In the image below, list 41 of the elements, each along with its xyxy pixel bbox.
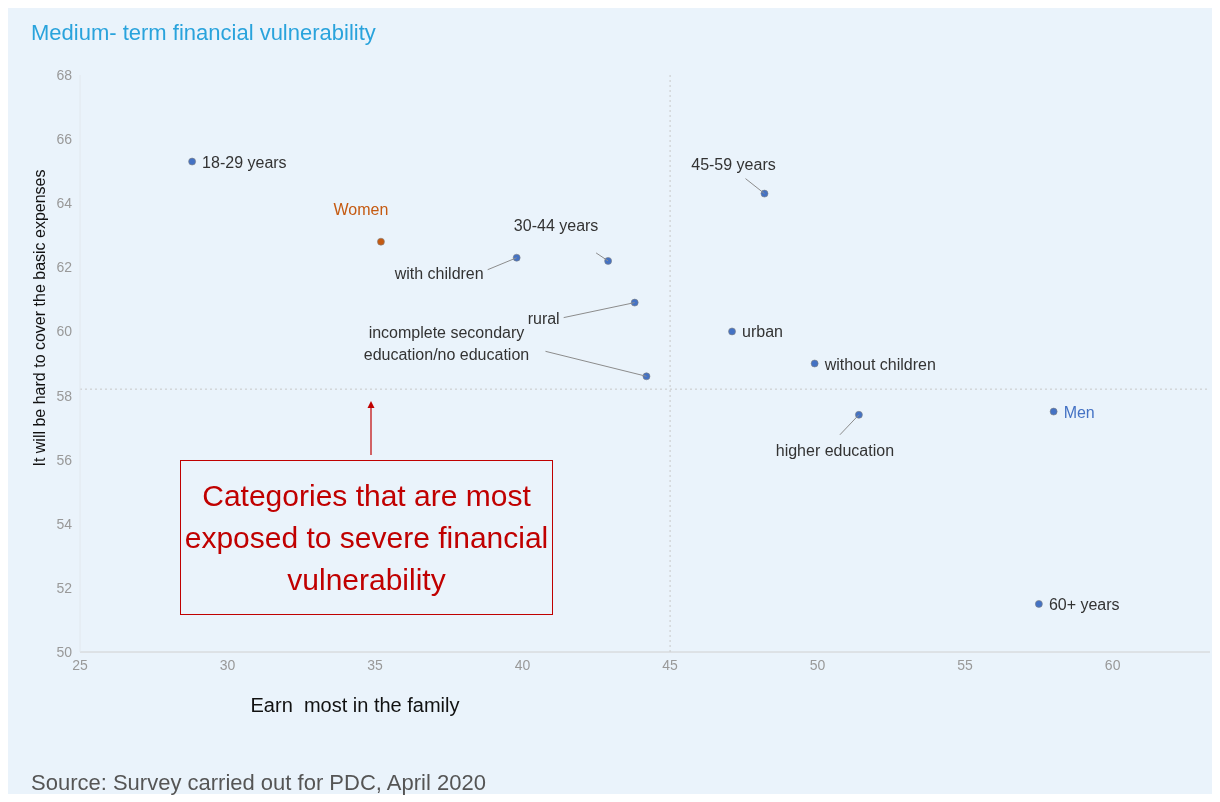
- annotation: incomplete secondary education/no education: [363, 324, 530, 364]
- y-tick-label: 58: [56, 387, 73, 404]
- y-tick-label: 68: [56, 66, 73, 83]
- annotation: 18-29 years: [202, 153, 287, 171]
- annotation: 45-59 years: [691, 155, 776, 173]
- point: [728, 327, 736, 336]
- annotation: 30-44 years: [513, 216, 599, 234]
- x-tick-label: 45: [662, 656, 679, 673]
- x-tick-label: 55: [957, 656, 974, 673]
- annotation: Men: [1063, 403, 1095, 421]
- chart-title: Medium- term financial vulnerability: [31, 20, 376, 46]
- annotation: with children: [393, 264, 484, 282]
- y-tick-label: 52: [56, 579, 73, 596]
- annotation: higher education: [775, 441, 895, 459]
- y-tick-label: 62: [56, 259, 73, 276]
- point: [188, 157, 196, 166]
- x-tick-label: 60: [1104, 656, 1121, 673]
- point: [810, 359, 819, 368]
- point: [1035, 600, 1043, 608]
- x-tick-label: 25: [72, 656, 88, 673]
- annotation: urban: [742, 323, 783, 341]
- point: [1049, 407, 1058, 416]
- x-tick-label: 40: [514, 656, 531, 673]
- annotation: Categories that are most exposed to severe financial vulnerability: [180, 460, 553, 615]
- x-axis-title: Earn most in the family: [250, 693, 460, 717]
- y-tick-label: 60: [56, 323, 73, 340]
- annotation: rural: [527, 309, 560, 327]
- y-tick-label: 56: [56, 451, 73, 468]
- x-tick-label: 50: [809, 656, 826, 673]
- x-tick-label: 35: [367, 656, 384, 673]
- y-axis-title: It will be hard to cover the basic expenses: [31, 169, 49, 467]
- annotation: Women: [333, 200, 389, 218]
- annotation: without children: [823, 355, 936, 373]
- y-tick-label: 64: [56, 195, 73, 212]
- annotation: 60+ years: [1048, 595, 1120, 613]
- x-tick-label: 30: [219, 656, 236, 673]
- source-note: Source: Survey carried out for PDC, April 2020: [31, 770, 486, 796]
- point: [377, 237, 385, 246]
- y-tick-label: 50: [56, 643, 73, 660]
- y-tick-label: 66: [56, 131, 73, 148]
- y-tick-label: 54: [56, 515, 73, 532]
